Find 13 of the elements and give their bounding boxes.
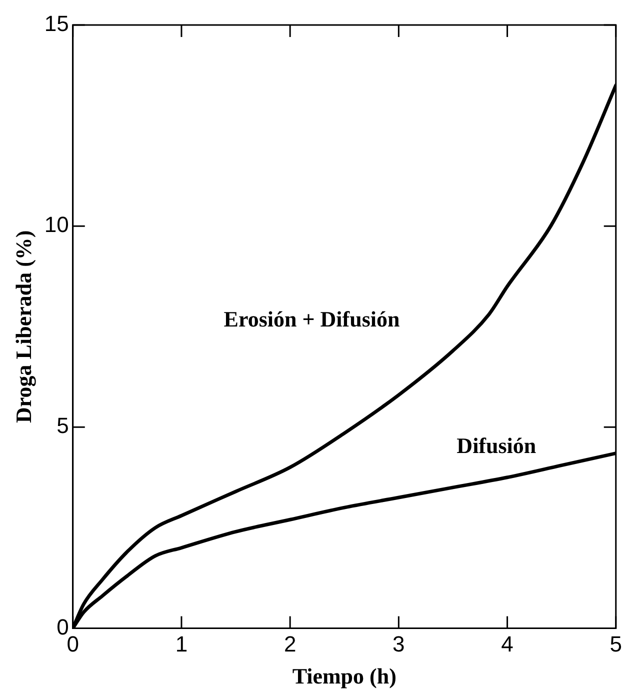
series-label: Difusión	[456, 432, 536, 458]
y-tick-label: 0	[56, 614, 69, 640]
x-tick-label: 3	[392, 631, 405, 656]
x-tick-label: 1	[175, 631, 188, 656]
x-tick-label: 4	[501, 631, 514, 656]
y-tick-label: 15	[44, 11, 69, 36]
text: Erosión + Difusión	[224, 306, 400, 332]
x-tick-label: 5	[610, 631, 622, 656]
y-axis-title: Droga Liberada (%)	[10, 230, 36, 423]
y-tick-label: 10	[44, 212, 69, 238]
x-axis-title: Tiempo (h)	[292, 663, 396, 688]
x-tick-label: 2	[284, 631, 296, 656]
y-tick-label: 5	[56, 413, 69, 438]
